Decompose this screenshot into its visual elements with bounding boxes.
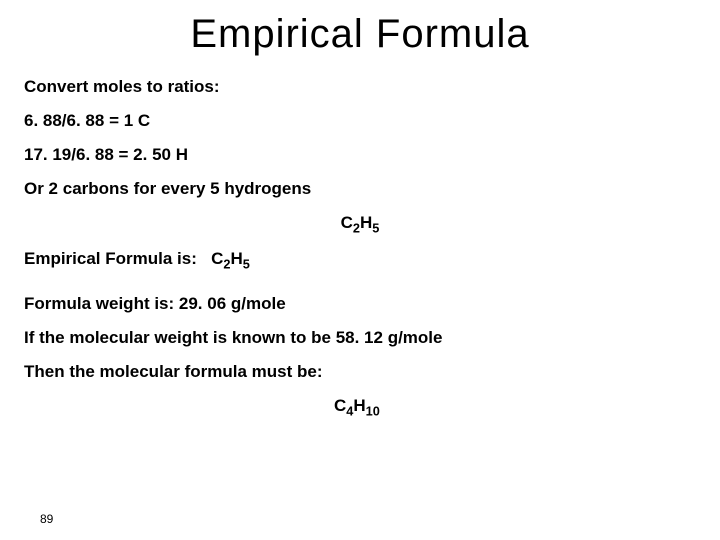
formula-c3: C xyxy=(334,396,346,415)
formula-c4h10: C4H10 xyxy=(24,396,696,418)
page-number: 89 xyxy=(40,512,53,526)
emp-formula-label: Empirical Formula is: xyxy=(24,249,197,268)
formula-c2h5-center: C2H5 xyxy=(24,213,696,235)
text-if-mw: If the molecular weight is known to be 5… xyxy=(24,328,696,348)
text-ratio-2: 17. 19/6. 88 = 2. 50 H xyxy=(24,145,696,165)
formula-h3-sub: 10 xyxy=(366,403,380,418)
text-then-mf: Then the molecular formula must be: xyxy=(24,362,696,382)
text-formula-weight: Formula weight is: 29. 06 g/mole xyxy=(24,294,696,314)
formula-h2-sub: 5 xyxy=(243,257,250,272)
formula-c-sub: 2 xyxy=(353,220,360,235)
text-convert: Convert moles to ratios: xyxy=(24,77,696,97)
text-empirical-formula: Empirical Formula is: C2H5 xyxy=(24,249,696,271)
formula-h2: H xyxy=(230,249,242,268)
formula-h: H xyxy=(360,213,372,232)
text-or-2c-5h: Or 2 carbons for every 5 hydrogens xyxy=(24,179,696,199)
text-ratio-1: 6. 88/6. 88 = 1 C xyxy=(24,111,696,131)
formula-h3: H xyxy=(353,396,365,415)
page-title: Empirical Formula xyxy=(24,12,696,57)
formula-c2: C xyxy=(211,249,223,268)
formula-h-sub: 5 xyxy=(372,220,379,235)
formula-c: C xyxy=(341,213,353,232)
